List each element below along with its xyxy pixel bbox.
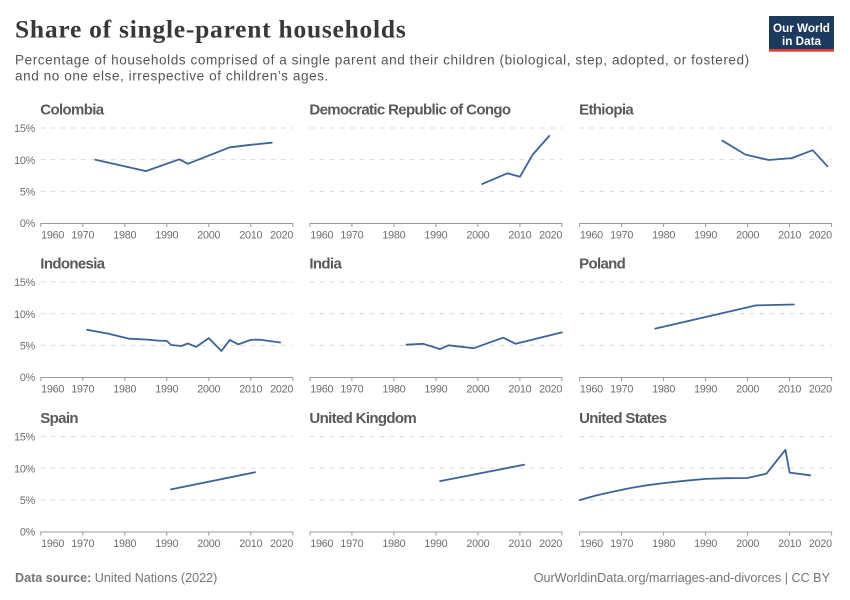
svg-text:1990: 1990	[155, 538, 178, 550]
svg-text:1990: 1990	[424, 538, 447, 550]
svg-text:2020: 2020	[270, 383, 293, 395]
svg-text:Colombia: Colombia	[40, 102, 104, 119]
svg-text:and no one else, irrespective: and no one else, irrespective of childre…	[15, 69, 329, 84]
svg-text:1960: 1960	[41, 383, 64, 395]
svg-text:0%: 0%	[20, 218, 36, 230]
svg-text:2020: 2020	[809, 229, 832, 241]
svg-text:United States: United States	[579, 410, 667, 427]
svg-text:1990: 1990	[694, 229, 717, 241]
svg-text:1980: 1980	[652, 538, 675, 550]
svg-text:1970: 1970	[71, 538, 94, 550]
svg-text:1970: 1970	[71, 229, 94, 241]
svg-text:2010: 2010	[778, 229, 801, 241]
svg-text:2010: 2010	[778, 538, 801, 550]
svg-text:15%: 15%	[14, 432, 36, 444]
svg-text:10%: 10%	[14, 309, 36, 321]
svg-text:1980: 1980	[113, 383, 136, 395]
svg-text:India: India	[309, 256, 342, 273]
svg-text:2020: 2020	[809, 383, 832, 395]
svg-text:2010: 2010	[239, 383, 262, 395]
svg-text:1990: 1990	[424, 383, 447, 395]
svg-text:1980: 1980	[652, 229, 675, 241]
svg-text:1990: 1990	[694, 383, 717, 395]
svg-text:1960: 1960	[580, 383, 603, 395]
svg-text:0%: 0%	[20, 527, 36, 539]
svg-text:Our World: Our World	[773, 22, 830, 35]
svg-text:15%: 15%	[14, 277, 36, 289]
svg-text:OurWorldinData.org/marriages-a: OurWorldinData.org/marriages-and-divorce…	[534, 571, 831, 585]
svg-text:1970: 1970	[340, 538, 363, 550]
svg-text:1980: 1980	[652, 383, 675, 395]
svg-text:2000: 2000	[466, 229, 489, 241]
svg-text:2000: 2000	[736, 538, 759, 550]
svg-text:1970: 1970	[71, 383, 94, 395]
svg-text:1970: 1970	[610, 229, 633, 241]
svg-text:1980: 1980	[113, 538, 136, 550]
svg-text:Data source: United Nations (2: Data source: United Nations (2022)	[15, 571, 217, 585]
svg-text:Percentage of households compr: Percentage of households comprised of a …	[15, 53, 750, 68]
svg-text:0%: 0%	[20, 372, 36, 384]
svg-text:1980: 1980	[382, 383, 405, 395]
svg-text:1960: 1960	[580, 229, 603, 241]
svg-text:1960: 1960	[310, 229, 333, 241]
svg-text:Share of single-parent househo: Share of single-parent households	[15, 15, 407, 44]
svg-text:Spain: Spain	[40, 410, 78, 427]
svg-text:1990: 1990	[155, 229, 178, 241]
svg-text:2020: 2020	[539, 229, 562, 241]
svg-text:2010: 2010	[508, 383, 531, 395]
svg-text:Ethiopia: Ethiopia	[579, 102, 634, 119]
svg-text:1970: 1970	[340, 229, 363, 241]
svg-text:1970: 1970	[610, 538, 633, 550]
svg-text:2000: 2000	[466, 383, 489, 395]
svg-text:2020: 2020	[809, 538, 832, 550]
svg-text:1960: 1960	[310, 383, 333, 395]
svg-text:1980: 1980	[382, 229, 405, 241]
svg-text:United Kingdom: United Kingdom	[309, 410, 416, 427]
svg-text:1960: 1960	[41, 229, 64, 241]
svg-text:2000: 2000	[197, 383, 220, 395]
svg-text:1980: 1980	[113, 229, 136, 241]
svg-text:1960: 1960	[580, 538, 603, 550]
svg-text:2020: 2020	[539, 538, 562, 550]
svg-text:1980: 1980	[382, 538, 405, 550]
svg-text:1990: 1990	[155, 383, 178, 395]
svg-text:Indonesia: Indonesia	[40, 256, 105, 273]
svg-text:2000: 2000	[466, 538, 489, 550]
svg-text:1960: 1960	[310, 538, 333, 550]
svg-text:2000: 2000	[736, 383, 759, 395]
svg-text:Poland: Poland	[579, 256, 626, 273]
svg-text:1990: 1990	[424, 229, 447, 241]
svg-text:5%: 5%	[20, 495, 36, 507]
svg-text:2010: 2010	[239, 229, 262, 241]
svg-text:10%: 10%	[14, 463, 36, 475]
svg-text:2010: 2010	[508, 229, 531, 241]
svg-text:2010: 2010	[508, 538, 531, 550]
svg-text:2000: 2000	[736, 229, 759, 241]
svg-text:Democratic Republic of Congo: Democratic Republic of Congo	[309, 102, 510, 119]
svg-text:2020: 2020	[539, 383, 562, 395]
svg-text:10%: 10%	[14, 155, 36, 167]
svg-text:2020: 2020	[270, 538, 293, 550]
svg-text:1960: 1960	[41, 538, 64, 550]
svg-text:1970: 1970	[340, 383, 363, 395]
svg-text:in Data: in Data	[782, 35, 821, 48]
svg-text:2020: 2020	[270, 229, 293, 241]
svg-text:2000: 2000	[197, 229, 220, 241]
svg-text:5%: 5%	[20, 187, 36, 199]
svg-text:5%: 5%	[20, 341, 36, 353]
svg-text:2010: 2010	[239, 538, 262, 550]
svg-text:1990: 1990	[694, 538, 717, 550]
svg-text:2000: 2000	[197, 538, 220, 550]
svg-text:15%: 15%	[14, 123, 36, 135]
svg-text:2010: 2010	[778, 383, 801, 395]
svg-text:1970: 1970	[610, 383, 633, 395]
